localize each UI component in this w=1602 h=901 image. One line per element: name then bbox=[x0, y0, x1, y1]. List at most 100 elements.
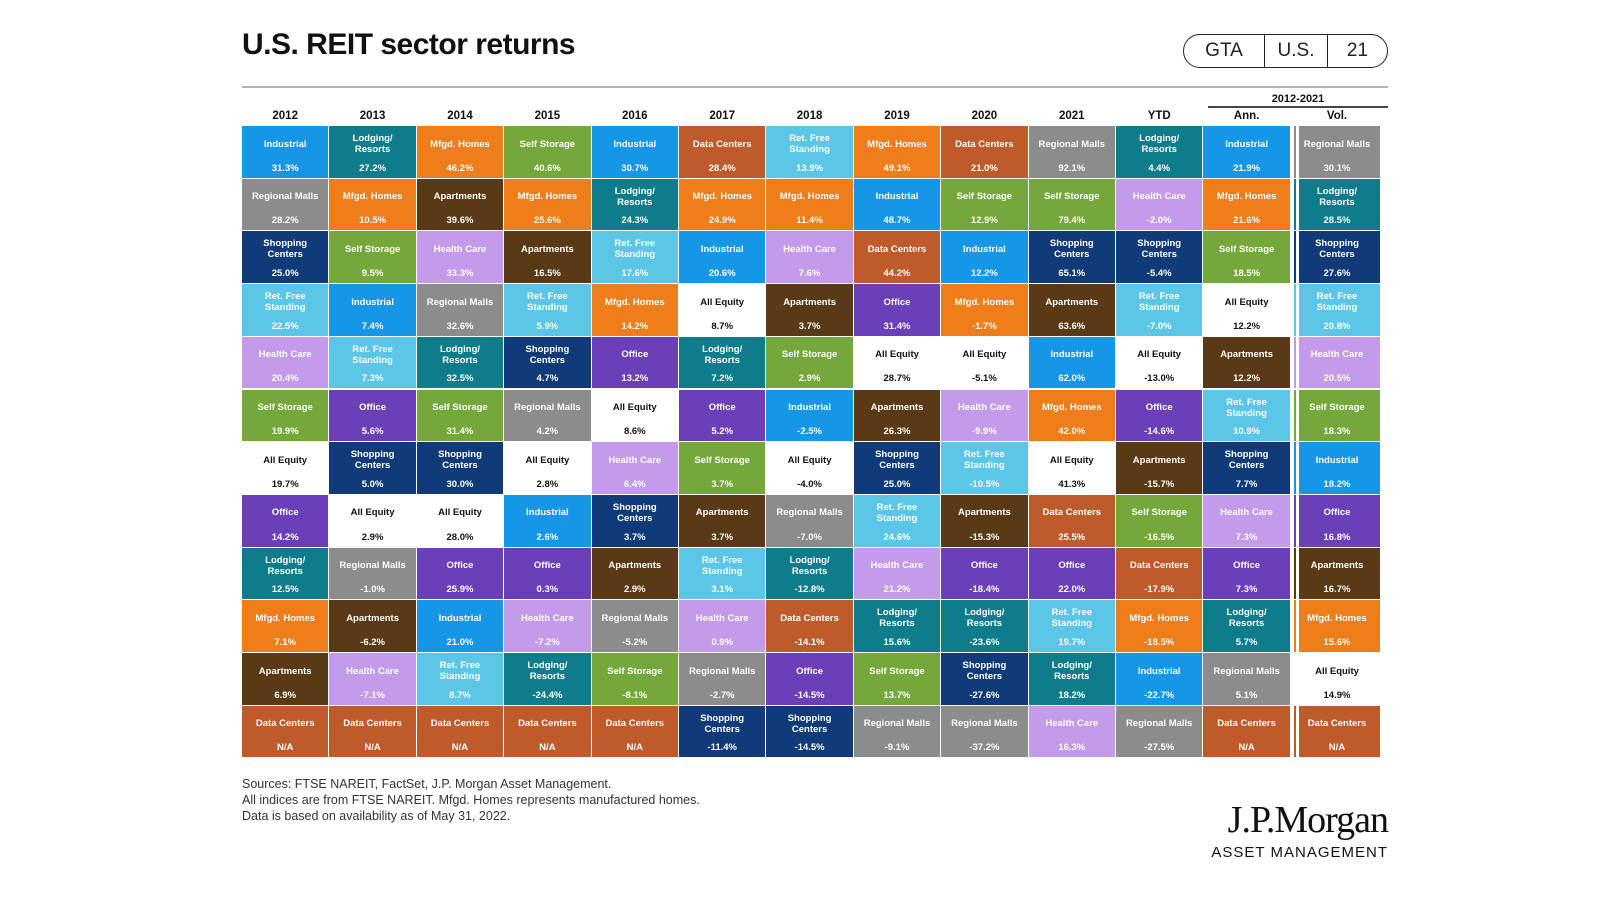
sector-cell: Mfgd. Homes 21.6% bbox=[1203, 178, 1290, 231]
sector-cell: Apartments -15.7% bbox=[1116, 442, 1203, 494]
sector-cell: Industrial -22.7% bbox=[1116, 653, 1203, 705]
column-separator bbox=[1296, 126, 1299, 758]
sector-return-value: 24.9% bbox=[708, 215, 736, 227]
sector-name: Data Centers bbox=[1129, 560, 1189, 572]
sector-name: All Equity bbox=[525, 454, 570, 466]
sector-cell: Lodging/ Resorts -24.4% bbox=[504, 653, 591, 705]
sector-name: All Equity bbox=[1315, 665, 1359, 677]
sector-cell: Shopping Centers -5.4% bbox=[1116, 231, 1203, 284]
sector-return-value: 6.4% bbox=[623, 478, 646, 490]
footnote-indices: All indices are from FTSE NAREIT. Mfgd. … bbox=[242, 793, 700, 807]
sector-cell: Mfgd. Homes 14.2% bbox=[591, 284, 678, 336]
sector-return-value: -10.5% bbox=[969, 478, 1000, 490]
sector-cell: Office 16.8% bbox=[1293, 494, 1381, 547]
footnote-sources: Sources: FTSE NAREIT, FactSet, J.P. Morg… bbox=[242, 777, 612, 791]
sector-return-value: -18.4% bbox=[969, 584, 1000, 596]
sector-return-value: 3.7% bbox=[798, 320, 821, 332]
sector-return-value: 3.7% bbox=[623, 531, 646, 543]
sector-name: Office bbox=[533, 560, 561, 572]
sector-cell: Regional Malls -27.5% bbox=[1116, 705, 1203, 758]
sector-return-value: -2.7% bbox=[709, 689, 735, 701]
sector-return-value: -5.4% bbox=[1146, 268, 1172, 280]
sector-return-value: N/A bbox=[277, 742, 294, 754]
sector-return-value: 5.0% bbox=[361, 478, 384, 490]
footnote-availability: Data is based on availability as of May … bbox=[242, 809, 511, 823]
sector-return-value: 12.2% bbox=[1233, 373, 1261, 385]
sector-return-value: 39.6% bbox=[446, 215, 474, 227]
sector-return-value: -9.1% bbox=[884, 742, 910, 754]
sector-name: Self Storage bbox=[344, 243, 401, 255]
sector-return-value: 2.9% bbox=[361, 531, 384, 543]
sector-name: Data Centers bbox=[1042, 507, 1102, 519]
sector-return-value: 3.1% bbox=[711, 584, 734, 596]
sector-name: Self Storage bbox=[1131, 507, 1187, 519]
sector-name: Industrial bbox=[1225, 138, 1268, 150]
sector-return-value: -22.7% bbox=[1144, 689, 1175, 701]
badge-page-number: 21 bbox=[1346, 40, 1369, 61]
sector-return-value: 41.3% bbox=[1058, 478, 1086, 490]
sector-return-value: 48.7% bbox=[883, 215, 911, 227]
sector-return-value: 2.9% bbox=[623, 584, 646, 596]
sector-return-value: 12.5% bbox=[271, 584, 299, 596]
sector-name: All Equity bbox=[263, 454, 308, 466]
sector-cell: Health Care 0.9% bbox=[679, 600, 766, 652]
sector-cell: Ret. Free Standing 19.7% bbox=[1028, 600, 1115, 652]
sector-return-value: 8.7% bbox=[711, 320, 734, 332]
sector-return-value: 21.9% bbox=[1233, 162, 1261, 174]
column-header: Vol. bbox=[1326, 110, 1348, 122]
sector-cell: Office 0.3% bbox=[504, 547, 591, 600]
sector-name: Ret. Free Standing bbox=[1226, 396, 1267, 419]
sector-name: Lodging/ Resorts bbox=[1051, 660, 1092, 682]
sector-name: Lodging/ Resorts bbox=[527, 660, 568, 682]
sector-name: Self Storage bbox=[1044, 191, 1100, 203]
sector-name: Industrial bbox=[1315, 454, 1359, 466]
sector-name: Apartments bbox=[957, 507, 1011, 519]
sector-cell: All Equity 2.8% bbox=[504, 442, 591, 494]
sector-cell: Office 14.2% bbox=[242, 494, 329, 547]
sector-cell: Ret. Free Standing 5.9% bbox=[504, 284, 591, 336]
sector-name: Self Storage bbox=[781, 349, 838, 361]
sector-cell: Mfgd. Homes 42.0% bbox=[1028, 389, 1115, 442]
column-header: 2015 bbox=[534, 110, 561, 122]
sector-name: Regional Malls bbox=[601, 612, 669, 624]
sector-name: All Equity bbox=[700, 296, 745, 308]
sector-cell: Mfgd. Homes -18.5% bbox=[1116, 600, 1203, 652]
sector-return-value: 4.2% bbox=[536, 426, 559, 438]
sector-return-value: -7.0% bbox=[1146, 320, 1172, 332]
sector-cell: Lodging/ Resorts 27.2% bbox=[329, 126, 416, 178]
sector-cell: Ret. Free Standing 13.9% bbox=[766, 126, 853, 178]
footnotes: Sources: FTSE NAREIT, FactSet, J.P. Morg… bbox=[242, 776, 700, 824]
sector-cell: Data Centers N/A bbox=[329, 705, 416, 758]
sector-cell: Health Care -9.9% bbox=[941, 389, 1028, 442]
sector-cell: Regional Malls -2.7% bbox=[679, 653, 766, 705]
sector-cell: Shopping Centers 5.0% bbox=[329, 442, 416, 494]
sector-cell: Lodging/ Resorts 24.3% bbox=[591, 178, 678, 231]
sector-cell: Shopping Centers 4.7% bbox=[504, 336, 591, 389]
column-header: 2017 bbox=[709, 110, 735, 122]
sector-return-value: 63.6% bbox=[1058, 320, 1086, 332]
sector-cell: All Equity 8.6% bbox=[591, 389, 678, 442]
sector-cell: Apartments 6.9% bbox=[242, 653, 329, 705]
sector-cell: Data Centers N/A bbox=[1293, 705, 1381, 758]
sector-return-value: N/A bbox=[539, 742, 556, 754]
sector-return-value: 12.2% bbox=[970, 268, 998, 280]
sector-cell: Self Storage 40.6% bbox=[504, 126, 591, 178]
sector-cell: Data Centers 25.5% bbox=[1028, 494, 1115, 547]
title-divider bbox=[242, 86, 1388, 88]
sector-name: Industrial bbox=[788, 402, 831, 413]
sector-name: Self Storage bbox=[607, 665, 663, 677]
sector-return-value: -13.0% bbox=[1144, 373, 1175, 385]
sector-name: Industrial bbox=[526, 507, 569, 519]
sector-return-value: 10.9% bbox=[1233, 426, 1261, 438]
sector-name: Mfgd. Homes bbox=[430, 138, 490, 150]
sector-return-value: -7.2% bbox=[534, 636, 560, 648]
sector-name: Lodging/ Resorts bbox=[614, 185, 655, 208]
slide-badge: GTA U.S. 21 bbox=[1183, 34, 1388, 68]
badge-gta: GTA bbox=[1184, 35, 1265, 67]
sector-cell: Mfgd. Homes 25.6% bbox=[504, 178, 591, 231]
sector-name: Lodging/ Resorts bbox=[1226, 607, 1267, 630]
sector-name: Regional Malls bbox=[1038, 138, 1106, 150]
sector-cell: Office 25.9% bbox=[416, 547, 504, 600]
sector-return-value: 18.2% bbox=[1058, 689, 1086, 701]
sector-name: Self Storage bbox=[869, 665, 925, 677]
